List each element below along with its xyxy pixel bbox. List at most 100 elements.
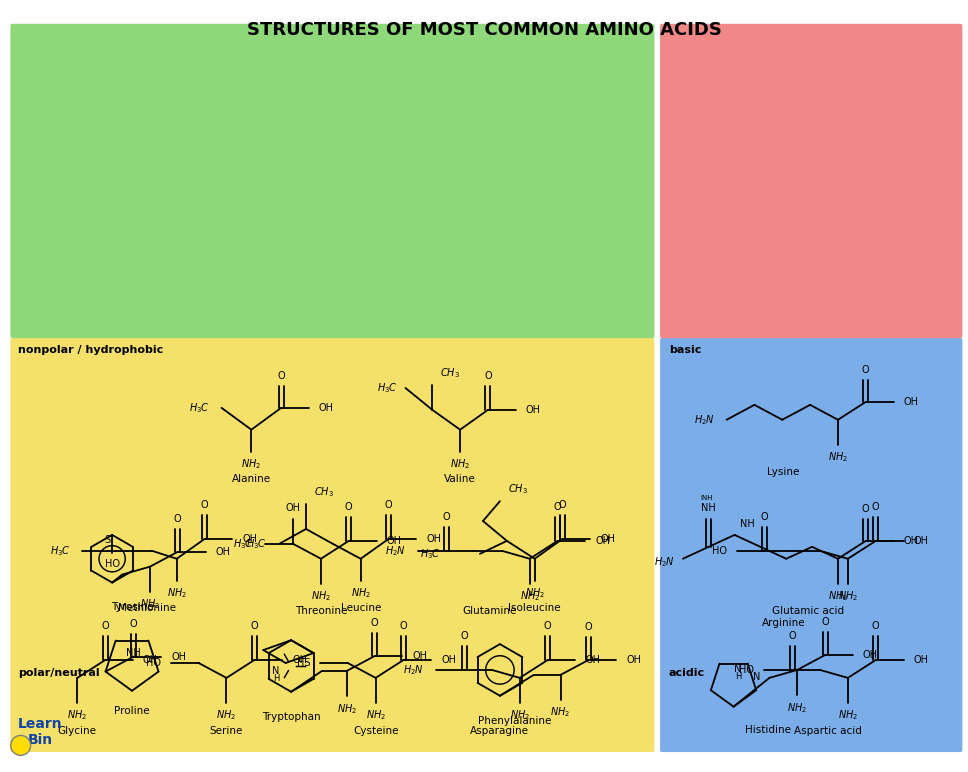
Text: O: O: [461, 631, 468, 642]
Text: OH: OH: [903, 397, 919, 407]
Text: NH: NH: [126, 648, 140, 659]
Text: HS: HS: [296, 658, 310, 668]
Text: Leucine: Leucine: [341, 604, 380, 614]
Text: $H_3C$: $H_3C$: [420, 547, 441, 560]
Text: O: O: [559, 500, 566, 510]
Text: Arginine: Arginine: [762, 618, 805, 628]
Text: O: O: [788, 631, 796, 642]
Text: Glutamic acid: Glutamic acid: [772, 606, 844, 616]
Text: $H_2N$: $H_2N$: [654, 555, 675, 569]
Text: $NH_2$: $NH_2$: [139, 598, 160, 611]
Text: $NH_2$: $NH_2$: [166, 587, 187, 601]
Text: $H_3C$: $H_3C$: [247, 537, 267, 550]
Text: HO: HO: [105, 559, 120, 569]
Text: $NH_2$: $NH_2$: [366, 709, 385, 723]
Text: OH: OH: [426, 534, 441, 544]
Text: OH: OH: [903, 536, 919, 546]
Text: $NH_2$: $NH_2$: [67, 709, 87, 723]
Text: $H_3C$: $H_3C$: [232, 537, 254, 550]
Text: Methionine: Methionine: [118, 604, 176, 614]
Text: $NH_2$: $NH_2$: [217, 709, 236, 723]
Text: O: O: [484, 371, 492, 381]
Text: $NH_2$: $NH_2$: [450, 458, 470, 471]
Text: O: O: [544, 621, 552, 631]
Text: OH: OH: [862, 650, 878, 660]
Text: $CH_3$: $CH_3$: [314, 486, 334, 499]
Text: STRUCTURES OF MOST COMMON AMINO ACIDS: STRUCTURES OF MOST COMMON AMINO ACIDS: [247, 21, 721, 39]
Text: $NH_2$: $NH_2$: [311, 590, 331, 604]
Text: HO: HO: [146, 658, 161, 668]
Text: NH: NH: [702, 503, 716, 513]
Text: $H_3C$: $H_3C$: [189, 401, 210, 415]
Text: O: O: [130, 619, 137, 629]
FancyBboxPatch shape: [660, 338, 962, 752]
Text: Asparagine: Asparagine: [470, 726, 529, 736]
Text: polar/neutral: polar/neutral: [17, 668, 100, 678]
Text: $H_3C$: $H_3C$: [49, 544, 71, 557]
Text: Learn
Bin: Learn Bin: [18, 717, 63, 747]
Text: O: O: [102, 621, 109, 631]
Text: OH: OH: [143, 655, 158, 665]
Text: OH: OH: [626, 655, 641, 665]
Text: $H_2N$: $H_2N$: [694, 413, 714, 427]
Text: OH: OH: [412, 651, 428, 661]
Text: HO: HO: [740, 665, 754, 675]
Text: $NH_2$: $NH_2$: [838, 709, 858, 723]
Text: O: O: [251, 621, 258, 631]
Text: OH: OH: [386, 536, 402, 546]
Text: N: N: [752, 672, 760, 682]
Text: S: S: [105, 535, 110, 545]
Text: O: O: [761, 512, 769, 522]
FancyBboxPatch shape: [11, 24, 654, 338]
Text: Phenylalanine: Phenylalanine: [478, 716, 552, 726]
Text: NH: NH: [740, 519, 754, 529]
Text: $H_2N$: $H_2N$: [385, 544, 407, 557]
Text: O: O: [384, 500, 392, 510]
Text: Glycine: Glycine: [58, 726, 97, 736]
Text: $NH_2$: $NH_2$: [520, 590, 540, 604]
Text: Proline: Proline: [114, 706, 150, 716]
Text: O: O: [400, 621, 408, 631]
Text: N: N: [735, 664, 741, 673]
Text: $H_2N$: $H_2N$: [404, 663, 424, 677]
Text: H: H: [273, 675, 280, 683]
Text: H: H: [736, 672, 741, 681]
Text: $NH_2$: $NH_2$: [241, 458, 261, 471]
Text: O: O: [345, 502, 352, 512]
Text: OH: OH: [600, 534, 616, 544]
Circle shape: [11, 736, 31, 755]
Text: N: N: [272, 666, 280, 676]
Text: Cysteine: Cysteine: [353, 726, 399, 736]
Text: $NH_2$: $NH_2$: [337, 702, 357, 716]
Text: OH: OH: [318, 403, 334, 413]
Text: O: O: [554, 502, 561, 512]
Text: HO: HO: [711, 546, 727, 556]
Text: $NH_2$: $NH_2$: [828, 590, 848, 604]
Text: Glutamine: Glutamine: [463, 606, 517, 616]
Text: OH: OH: [595, 536, 611, 546]
Text: $NH_2$: $NH_2$: [838, 590, 858, 604]
FancyBboxPatch shape: [11, 338, 654, 752]
Text: acidic: acidic: [669, 668, 705, 678]
Text: $NH_2$: $NH_2$: [510, 709, 529, 723]
Text: OH: OH: [914, 655, 928, 665]
Text: $NH_2$: $NH_2$: [787, 701, 807, 715]
Text: O: O: [821, 618, 829, 628]
Text: Valine: Valine: [444, 474, 476, 484]
Text: Lysine: Lysine: [767, 467, 800, 477]
Text: OH: OH: [216, 547, 230, 557]
Text: nonpolar / hydrophobic: nonpolar / hydrophobic: [17, 345, 163, 355]
Text: O: O: [371, 618, 378, 628]
Text: OH: OH: [526, 405, 541, 415]
Text: O: O: [585, 622, 592, 632]
FancyBboxPatch shape: [660, 24, 962, 338]
Text: Tyrosine: Tyrosine: [110, 602, 153, 612]
Text: $NH_2$: $NH_2$: [350, 587, 371, 601]
Text: $H_3C$: $H_3C$: [377, 381, 398, 395]
Text: OH: OH: [914, 536, 928, 546]
Text: Threonine: Threonine: [294, 606, 348, 616]
Text: Aspartic acid: Aspartic acid: [794, 726, 862, 736]
Text: $CH_3$: $CH_3$: [440, 366, 460, 380]
Text: Tryptophan: Tryptophan: [261, 712, 320, 722]
Text: OH: OH: [441, 655, 456, 665]
